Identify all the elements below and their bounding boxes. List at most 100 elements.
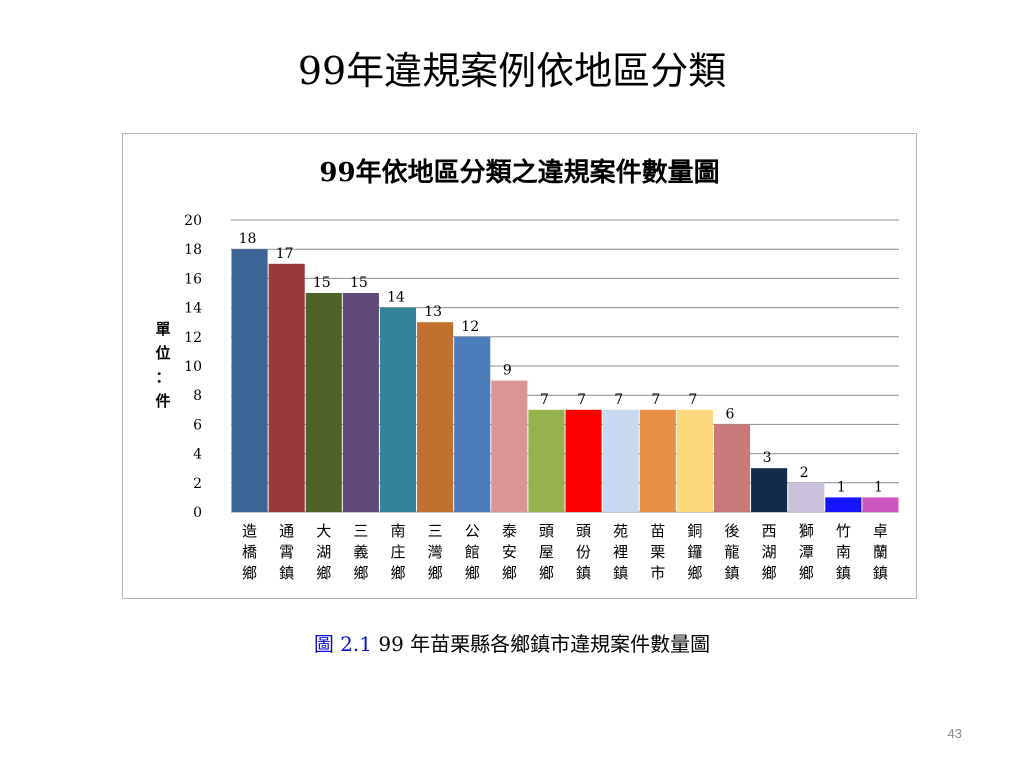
y-tick-label: 4 bbox=[193, 447, 202, 463]
bar bbox=[788, 482, 825, 512]
category-label-char: 橋 bbox=[242, 543, 257, 561]
category-label: 西湖鄉 bbox=[762, 522, 777, 582]
category-label-char: 造 bbox=[242, 522, 257, 540]
category-label-char: 三 bbox=[353, 522, 368, 540]
category-label: 大湖鄉 bbox=[316, 522, 331, 582]
category-label: 頭屋鄉 bbox=[539, 522, 554, 582]
category-label: 造橋鄉 bbox=[242, 522, 257, 582]
y-axis-label-char: 件 bbox=[155, 392, 170, 410]
category-label: 三灣鄉 bbox=[428, 522, 443, 582]
bars bbox=[231, 249, 899, 512]
category-label-char: 龍 bbox=[724, 543, 739, 561]
category-label-char: 份 bbox=[576, 543, 591, 561]
y-tick-label: 12 bbox=[184, 330, 202, 346]
y-tick-label: 10 bbox=[184, 359, 202, 375]
value-label: 17 bbox=[276, 246, 294, 262]
y-axis-label-char: 位 bbox=[155, 344, 170, 362]
value-label: 7 bbox=[614, 392, 623, 408]
y-tick-label: 8 bbox=[193, 388, 202, 404]
bar bbox=[565, 409, 602, 512]
category-label: 通霄鎮 bbox=[279, 522, 294, 582]
y-tick-label: 6 bbox=[193, 417, 202, 433]
category-label-char: 頭 bbox=[576, 522, 591, 540]
category-label-char: 南 bbox=[390, 522, 405, 540]
category-label-char: 鄉 bbox=[242, 564, 257, 582]
bar bbox=[528, 409, 565, 512]
bar bbox=[751, 468, 788, 512]
category-label-char: 灣 bbox=[428, 543, 443, 561]
category-label-char: 通 bbox=[279, 522, 294, 540]
value-label: 9 bbox=[503, 363, 512, 379]
bar bbox=[639, 409, 676, 512]
bar bbox=[231, 249, 268, 512]
y-tick-label: 18 bbox=[184, 242, 202, 258]
category-label-char: 霄 bbox=[279, 543, 294, 561]
category-label-char: 鄉 bbox=[762, 564, 777, 582]
category-label: 苗栗市 bbox=[650, 522, 665, 582]
category-label-char: 鎮 bbox=[576, 564, 591, 582]
category-label-char: 南 bbox=[836, 543, 851, 561]
category-label-char: 鎮 bbox=[873, 564, 888, 582]
bar bbox=[305, 293, 342, 512]
value-label: 13 bbox=[424, 304, 442, 320]
category-label-char: 庄 bbox=[390, 543, 405, 561]
bar bbox=[713, 424, 751, 512]
category-label-char: 鄉 bbox=[465, 564, 480, 582]
y-tick-label: 0 bbox=[193, 505, 202, 521]
category-label: 後龍鎮 bbox=[724, 522, 739, 582]
bar bbox=[676, 409, 713, 512]
category-label-char: 市 bbox=[650, 564, 665, 582]
value-label: 7 bbox=[651, 392, 660, 408]
value-label: 2 bbox=[800, 465, 809, 481]
value-label: 1 bbox=[874, 479, 883, 495]
value-label: 14 bbox=[387, 290, 405, 306]
category-label: 卓蘭鎮 bbox=[873, 522, 888, 582]
category-label-char: 鎮 bbox=[613, 564, 628, 582]
category-label-char: 公 bbox=[465, 522, 480, 540]
category-label-char: 屋 bbox=[539, 543, 554, 561]
bar bbox=[602, 409, 639, 512]
slide-title: 99年違規案例依地區分類 bbox=[297, 49, 727, 93]
category-label-char: 裡 bbox=[613, 543, 628, 561]
gridlines bbox=[231, 219, 899, 513]
caption-label: 圖 2.1 bbox=[313, 632, 372, 656]
bar bbox=[491, 380, 528, 512]
category-label-char: 泰 bbox=[502, 522, 517, 540]
category-label-char: 安 bbox=[502, 543, 517, 561]
bar bbox=[379, 307, 417, 512]
category-label-char: 鄉 bbox=[428, 564, 443, 582]
bar bbox=[825, 497, 862, 512]
chart-title: 99年依地區分類之違規案件數量圖 bbox=[319, 158, 720, 188]
y-tick-labels: 0 2 4 6 8 10 12 14 16 18 20 bbox=[184, 213, 202, 521]
bar bbox=[417, 322, 454, 512]
category-label: 三義鄉 bbox=[353, 522, 368, 582]
category-label-char: 銅 bbox=[687, 522, 702, 540]
y-axis-label-char: 單 bbox=[155, 320, 170, 338]
category-labels: 造橋鄉通霄鎮大湖鄉三義鄉南庄鄉三灣鄉公館鄉泰安鄉頭屋鄉頭份鎮苑裡鎮苗栗市銅鑼鄉後… bbox=[242, 522, 888, 582]
category-label-char: 苑 bbox=[613, 522, 628, 540]
figure-caption: 圖 2.1 99 年苗栗縣各鄉鎮市違規案件數量圖 bbox=[0, 630, 1024, 658]
caption-text: 99 年苗栗縣各鄉鎮市違規案件數量圖 bbox=[372, 632, 711, 656]
value-labels: 18 17 15 15 14 13 12 9 7 7 7 7 7 6 3 2 1 1 bbox=[239, 231, 883, 495]
category-label: 竹南鎮 bbox=[836, 522, 851, 582]
value-label: 12 bbox=[461, 319, 479, 335]
category-label-char: 鎮 bbox=[724, 564, 739, 582]
y-axis-label: 單位 ： 件 bbox=[155, 320, 170, 410]
category-label-char: 大 bbox=[316, 522, 331, 540]
category-label-char: 鄉 bbox=[799, 564, 814, 582]
category-label-char: 卓 bbox=[873, 522, 888, 540]
category-label-char: 湖 bbox=[316, 543, 331, 561]
category-label-char: 鎮 bbox=[279, 564, 294, 582]
category-label-char: 鄉 bbox=[316, 564, 331, 582]
value-label: 7 bbox=[540, 392, 549, 408]
category-label: 南庄鄉 bbox=[390, 522, 405, 582]
y-tick-label: 14 bbox=[184, 301, 202, 317]
value-label: 18 bbox=[239, 231, 257, 247]
y-tick-label: 20 bbox=[184, 213, 202, 229]
category-label-char: 義 bbox=[353, 543, 368, 561]
category-label-char: 獅 bbox=[799, 522, 814, 540]
value-label: 3 bbox=[763, 450, 772, 466]
category-label-char: 潭 bbox=[799, 543, 814, 561]
category-label: 公館鄉 bbox=[465, 522, 480, 582]
category-label-char: 鄉 bbox=[687, 564, 702, 582]
